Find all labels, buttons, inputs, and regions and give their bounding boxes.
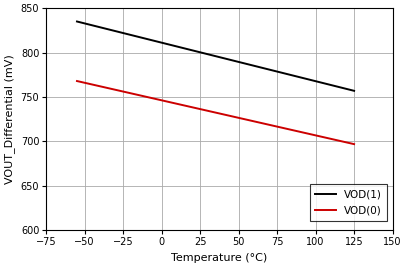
Legend: VOD(1), VOD(0): VOD(1), VOD(0) [309,184,386,221]
Line: VOD(1): VOD(1) [77,22,353,91]
VOD(0) [75,80,79,83]
VOD(1) [351,89,356,92]
Line: VOD(0): VOD(0) [77,81,353,144]
X-axis label: Temperature (°C): Temperature (°C) [171,253,267,263]
Y-axis label: VOUT_Differential (mV): VOUT_Differential (mV) [4,54,15,184]
VOD(1) [75,20,79,23]
VOD(0) [351,143,356,146]
